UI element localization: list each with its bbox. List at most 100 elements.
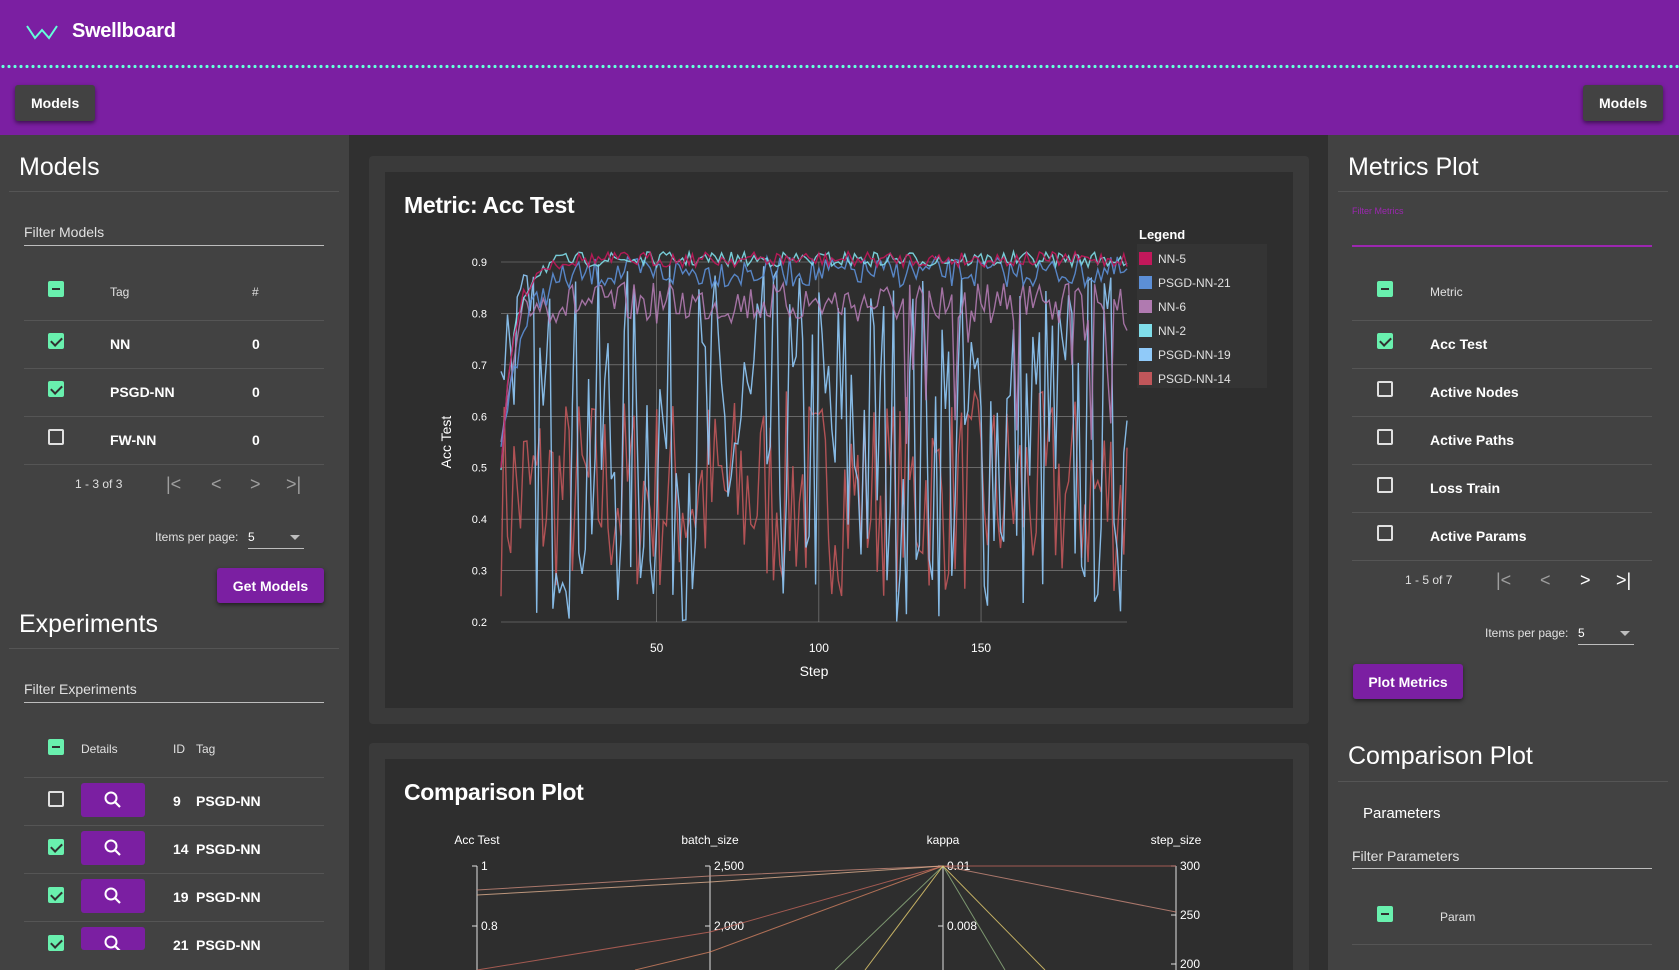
comparison-line bbox=[864, 865, 1046, 970]
metric-row-checkbox[interactable] bbox=[1377, 477, 1393, 493]
divider bbox=[1352, 560, 1652, 561]
experiment-id: 19 bbox=[173, 889, 189, 905]
model-row-tag: PSGD-NN bbox=[110, 384, 175, 400]
chevron-down-icon[interactable] bbox=[290, 535, 300, 540]
axis-tick-label: 0.008 bbox=[947, 919, 977, 933]
axis-name: batch_size bbox=[681, 833, 739, 847]
experiment-details-button[interactable] bbox=[81, 927, 145, 950]
model-row-checkbox[interactable] bbox=[48, 381, 64, 397]
metric-row-label: Active Paths bbox=[1430, 432, 1515, 448]
experiment-row-checkbox[interactable] bbox=[48, 935, 64, 951]
legend-label: PSGD-NN-21 bbox=[1158, 276, 1231, 290]
models-nav-button-right[interactable]: Models bbox=[1583, 85, 1664, 121]
header-divider bbox=[0, 63, 1679, 70]
model-row-checkbox[interactable] bbox=[48, 333, 64, 349]
first-page-icon[interactable]: |< bbox=[1496, 570, 1512, 590]
items-per-page-underline bbox=[248, 548, 304, 549]
toolbar bbox=[0, 70, 1679, 135]
metrics-plot-title: Metrics Plot bbox=[1348, 153, 1479, 181]
divider bbox=[24, 368, 324, 369]
comparison-card-body bbox=[385, 759, 1293, 970]
legend-swatch bbox=[1139, 324, 1152, 337]
axis-tick-label: 2,500 bbox=[714, 859, 744, 873]
experiment-row-checkbox[interactable] bbox=[48, 887, 64, 903]
items-per-page-select[interactable]: 5 bbox=[1578, 626, 1585, 640]
metrics-select-all-checkbox[interactable] bbox=[1377, 281, 1393, 297]
y-axis-label: Acc Test bbox=[438, 416, 454, 469]
legend-swatch bbox=[1139, 300, 1152, 313]
series-line bbox=[500, 264, 1128, 622]
divider bbox=[1352, 368, 1652, 369]
legend-swatch bbox=[1139, 276, 1152, 289]
x-tick-label: 150 bbox=[971, 641, 991, 655]
legend-label: NN-2 bbox=[1158, 324, 1186, 338]
comparison-line bbox=[834, 865, 1006, 970]
metric-row-checkbox[interactable] bbox=[1377, 381, 1393, 397]
legend-swatch bbox=[1139, 348, 1152, 361]
experiment-details-button[interactable] bbox=[81, 783, 145, 817]
metric-row-checkbox[interactable] bbox=[1377, 525, 1393, 541]
experiments-col-id: ID bbox=[173, 742, 185, 756]
experiments-title: Experiments bbox=[19, 610, 158, 638]
plot-metrics-button[interactable]: Plot Metrics bbox=[1353, 664, 1463, 699]
y-tick-label: 0.9 bbox=[472, 257, 487, 269]
models-select-all-checkbox[interactable] bbox=[48, 281, 64, 297]
y-tick-label: 0.6 bbox=[472, 411, 487, 423]
metric-row-label: Acc Test bbox=[1430, 336, 1488, 352]
y-tick-label: 0.2 bbox=[472, 617, 487, 629]
get-models-button[interactable]: Get Models bbox=[217, 568, 324, 603]
items-per-page-label: Items per page: bbox=[1485, 626, 1569, 640]
experiment-row-checkbox[interactable] bbox=[48, 839, 64, 855]
y-tick-label: 0.8 bbox=[472, 308, 487, 320]
models-nav-button-left[interactable]: Models bbox=[15, 85, 96, 121]
search-icon bbox=[104, 935, 121, 950]
x-tick-label: 100 bbox=[809, 641, 829, 655]
legend-swatch bbox=[1139, 372, 1152, 385]
search-icon bbox=[104, 791, 121, 808]
next-page-icon[interactable]: > bbox=[250, 474, 261, 494]
legend-label: NN-5 bbox=[1158, 252, 1186, 266]
items-per-page-label: Items per page: bbox=[155, 530, 239, 544]
metric-row-checkbox[interactable] bbox=[1377, 429, 1393, 445]
axis-tick-label: 1 bbox=[481, 859, 488, 873]
items-per-page-select[interactable]: 5 bbox=[248, 530, 255, 544]
experiment-details-button[interactable] bbox=[81, 879, 145, 913]
y-tick-label: 0.4 bbox=[472, 514, 487, 526]
metric-row-checkbox[interactable] bbox=[1377, 333, 1393, 349]
experiments-filter-input[interactable]: Filter Experiments bbox=[24, 681, 137, 697]
experiment-id: 14 bbox=[173, 841, 189, 857]
parameters-filter-input[interactable]: Filter Parameters bbox=[1352, 848, 1460, 864]
comparison-card-title: Comparison Plot bbox=[404, 779, 584, 805]
last-page-icon[interactable]: >| bbox=[286, 474, 302, 494]
metrics-col-metric: Metric bbox=[1430, 285, 1463, 299]
prev-page-icon[interactable]: < bbox=[211, 474, 222, 494]
last-page-icon[interactable]: >| bbox=[1616, 570, 1632, 590]
axis-name: kappa bbox=[927, 833, 960, 847]
model-row-checkbox[interactable] bbox=[48, 429, 64, 445]
experiments-select-all-checkbox[interactable] bbox=[48, 739, 64, 755]
divider bbox=[1352, 464, 1652, 465]
experiment-row-checkbox[interactable] bbox=[48, 791, 64, 807]
chevron-down-icon[interactable] bbox=[1620, 631, 1630, 636]
comparison-line bbox=[476, 865, 1177, 913]
prev-page-icon[interactable]: < bbox=[1540, 570, 1551, 590]
divider bbox=[24, 873, 324, 874]
legend-label: NN-6 bbox=[1158, 300, 1186, 314]
experiment-details-button[interactable] bbox=[81, 831, 145, 865]
models-filter-underline bbox=[24, 245, 324, 246]
params-select-all-checkbox[interactable] bbox=[1377, 906, 1393, 922]
metric-row-label: Active Params bbox=[1430, 528, 1527, 544]
y-tick-label: 0.7 bbox=[472, 360, 487, 372]
legend-label: PSGD-NN-14 bbox=[1158, 372, 1231, 386]
metrics-filter-input[interactable]: Filter Metrics bbox=[1352, 206, 1404, 216]
x-tick-label: 50 bbox=[650, 641, 664, 655]
metrics-filter-underline bbox=[1352, 245, 1652, 247]
experiment-id: 9 bbox=[173, 793, 181, 809]
legend-title: Legend bbox=[1139, 230, 1185, 242]
models-filter-input[interactable]: Filter Models bbox=[24, 224, 105, 240]
metric-chart: 0.2 0.3 0.4 0.5 0.6 0.7 0.8 0.9 50 100 150 Step Acc … bbox=[438, 230, 1267, 679]
params-col-param: Param bbox=[1440, 910, 1476, 924]
axis-tick-label: 300 bbox=[1180, 859, 1200, 873]
next-page-icon[interactable]: > bbox=[1580, 570, 1591, 590]
first-page-icon[interactable]: |< bbox=[166, 474, 182, 494]
